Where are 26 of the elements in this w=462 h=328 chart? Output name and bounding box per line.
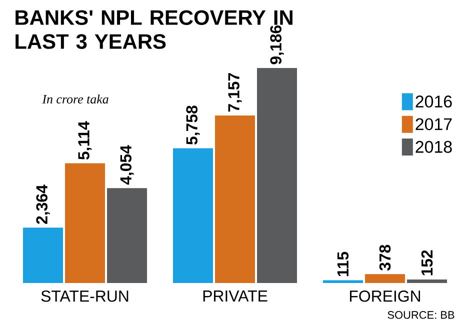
data-label: 5,758 [186, 106, 200, 145]
x-tick-label: FOREIGN [350, 290, 420, 302]
data-label: 152 [421, 250, 433, 276]
x-tick-label: PRIVATE [203, 290, 268, 302]
legend-label: 2017 [416, 118, 452, 130]
data-label: 4,054 [120, 145, 134, 185]
bar [323, 280, 364, 283]
source-note: SOURCE: BB [388, 311, 454, 319]
bar [173, 148, 213, 283]
x-tick-label: STATE-RUN [41, 290, 128, 302]
legend-label: 2018 [416, 140, 452, 153]
bar [107, 188, 147, 283]
text: In crore taka [42, 94, 108, 104]
bar [257, 68, 298, 283]
bar [65, 163, 105, 283]
data-label: 9,186 [270, 25, 284, 64]
data-label: 5,114 [78, 121, 92, 160]
bar [407, 279, 448, 283]
data-label: 7,157 [228, 73, 242, 112]
data-label: 378 [379, 244, 391, 271]
bar [215, 115, 255, 283]
bar [365, 274, 406, 283]
data-label: 115 [337, 252, 349, 276]
bar [23, 228, 63, 283]
legend-label: 2016 [416, 96, 452, 108]
data-label: 2,364 [36, 184, 50, 224]
